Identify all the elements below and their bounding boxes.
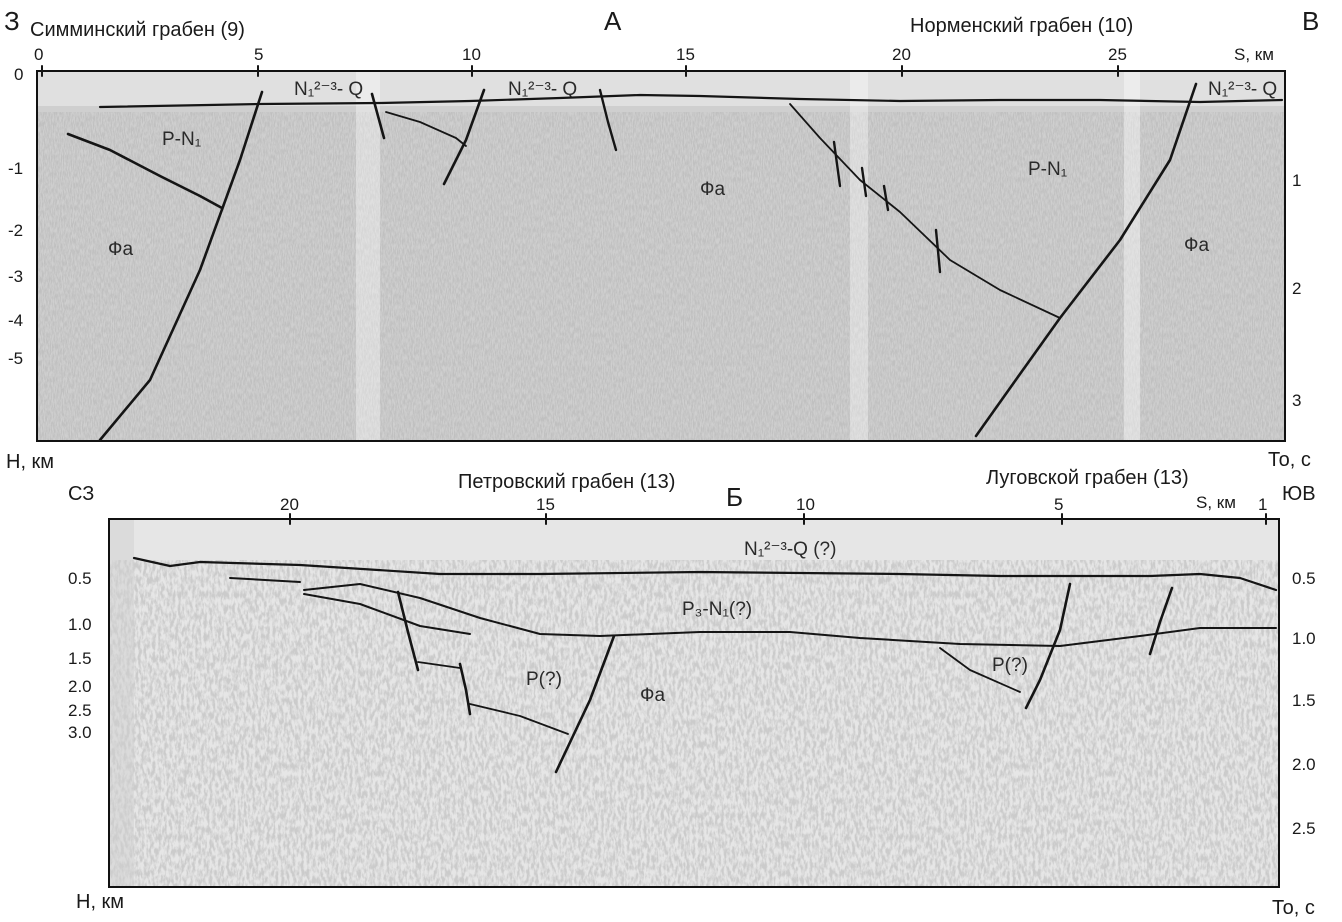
label-n1q-1: N₁²⁻³- Q [294,79,364,100]
label-fa-1: Фа [108,239,134,260]
seismic-section-b: N₁²⁻³-Q (?) P₃-N₁(?) P(?) P(?) Фа [108,518,1280,888]
panel-a-top-tick: 5 [254,45,264,64]
seismic-texture-a [38,72,1284,440]
panel-b-west-letter: СЗ [68,483,95,505]
panel-a-top-tick: 0 [34,45,44,64]
panel-a-depth-tick: 0 [14,65,24,84]
panel-b-letter: Б [726,482,744,512]
panel-b-depth-tick: 3.0 [68,723,92,742]
panel-b-depth-tick: 1.0 [68,615,92,634]
panel-b-top-tick: 1 [1258,495,1268,514]
panel-a-s-unit: S, км [1234,45,1274,64]
panel-b-depth-tick: 1.5 [68,649,92,668]
panel-a-depth-tick: -4 [8,311,24,330]
label-fa-2: Фа [700,179,726,200]
panel-a-east-letter: В [1302,6,1320,36]
panel-b-east-letter: ЮВ [1282,483,1316,505]
panel-a-t-unit: То, с [1268,449,1311,471]
panel-b-top-tick: 5 [1054,495,1064,514]
panel-a-letter: А [604,6,622,36]
panel-b-time-tick: 0.5 [1292,569,1316,588]
label-n1q-b: N₁²⁻³-Q (?) [744,539,837,560]
panel-a-top-tick: 10 [462,45,481,64]
panel-a-left-graben-title: Симминский грабен (9) [30,19,245,41]
seismic-section-a: N₁²⁻³- Q N₁²⁻³- Q N₁²⁻³- Q P-N₁ P-N₁ Фа … [36,70,1286,442]
panel-b-depth-tick: 2.5 [68,701,92,720]
panel-a-top-tick: 20 [892,45,911,64]
panel-a-west-letter: З [4,6,20,36]
label-p-right-b: P(?) [992,655,1028,676]
label-p3n1-b: P₃-N₁(?) [682,599,753,620]
panel-a-depth-tick: -3 [8,267,24,286]
panel-a-depth-tick: -5 [8,349,24,368]
panel-a-h-unit: Н, км [6,451,55,473]
panel-b-top-tick: 10 [796,495,815,514]
label-fa-3: Фа [1184,235,1210,256]
panel-b-t-unit: То, с [1272,897,1315,919]
panel-b-top-tick: 20 [280,495,299,514]
label-p-left-b: P(?) [526,669,562,690]
panel-b-h-unit: Н, км [76,891,125,913]
panel-a-depth-tick: -2 [8,221,24,240]
panel-b-depth-tick: 2.0 [68,677,92,696]
panel-b-top-tick: 15 [536,495,555,514]
panel-a-time-tick: 2 [1292,279,1302,298]
panel-b-time-tick: 1.5 [1292,691,1316,710]
seismic-texture-b [110,520,1278,886]
panel-b-time-tick: 2.0 [1292,755,1316,774]
label-pn1-right: P-N₁ [1028,159,1068,180]
panel-a-right-graben-title: Норменский грабен (10) [910,15,1134,37]
panel-b-time-tick: 1.0 [1292,629,1316,648]
panel-b-time-tick: 2.5 [1292,819,1316,838]
panel-a-top-tick: 15 [676,45,695,64]
panel-b-right-graben-title: Луговской грабен (13) [986,467,1189,489]
label-fa-b: Фа [640,685,666,706]
panel-b-depth-tick: 0.5 [68,569,92,588]
panel-a-time-tick: 1 [1292,171,1302,190]
label-n1q-3: N₁²⁻³- Q [1208,79,1278,100]
panel-b-s-unit: S, км [1196,493,1236,512]
panel-a-time-tick: 3 [1292,391,1302,410]
panel-a-top-tick: 25 [1108,45,1127,64]
label-n1q-2: N₁²⁻³- Q [508,79,578,100]
label-pn1-left: P-N₁ [162,129,202,150]
panel-a-depth-tick: -1 [8,159,24,178]
panel-b-left-graben-title: Петровский грабен (13) [458,471,676,493]
